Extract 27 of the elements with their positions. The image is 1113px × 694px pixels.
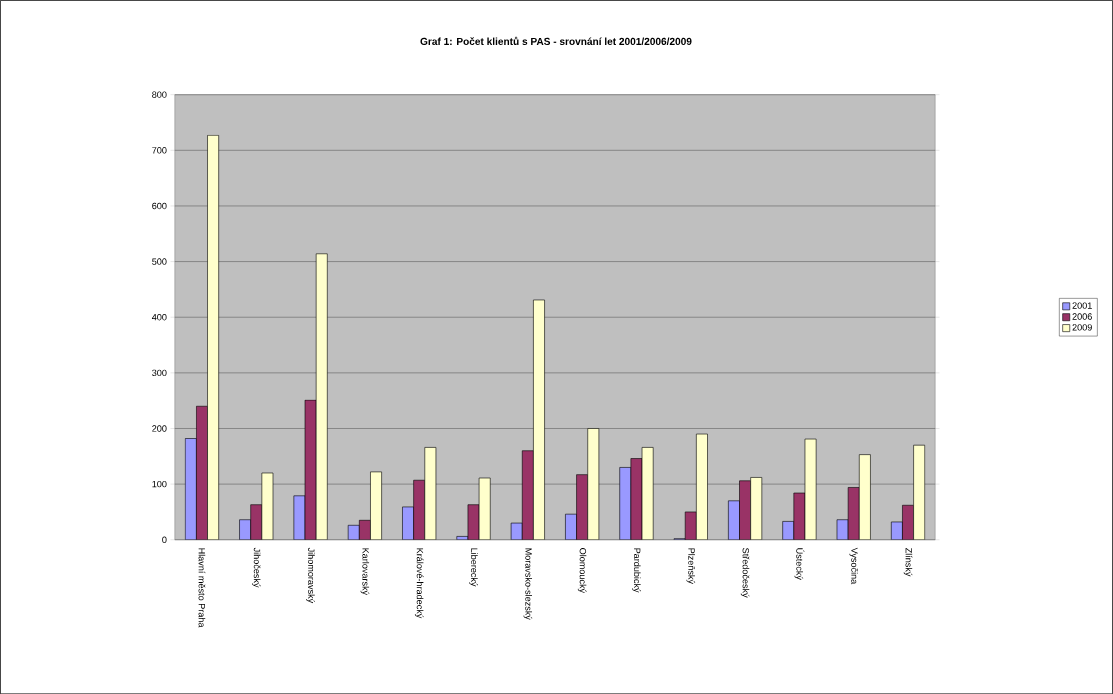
- x-tick-label: Olomoucký: [577, 547, 587, 593]
- y-tick-label: 300: [152, 369, 167, 376]
- y-tick-label: 600: [152, 202, 167, 210]
- x-tick-label: Středočeský: [740, 547, 750, 598]
- legend-label: 2009: [1072, 324, 1092, 331]
- y-tick-label: 100: [152, 480, 167, 488]
- y-tick-label: 500: [152, 258, 167, 265]
- x-tick-label: Moravsko-slezský: [523, 548, 533, 620]
- y-tick-label: 0: [162, 536, 167, 543]
- x-tick-label: Plzeňský: [686, 548, 696, 584]
- y-tick-label: 800: [152, 91, 167, 98]
- x-tick-label: Ústecký: [794, 548, 805, 580]
- x-tick-label: Jihočeský: [251, 547, 261, 588]
- x-tick-label: Vysočina: [849, 547, 858, 585]
- legend-label: 2001: [1072, 302, 1092, 309]
- y-tick-label: 200: [152, 425, 167, 432]
- x-tick-label: Zlínský: [903, 547, 913, 577]
- legend-label: 2006: [1072, 313, 1092, 320]
- chart-title: Graf 1: Počet klientů s PAS - srovnání let 2001/2006/2009: [420, 36, 692, 45]
- x-tick-label: Karlovarský: [360, 548, 370, 595]
- y-tick-label: 700: [152, 146, 167, 154]
- x-tick-label: Jihomoravský: [306, 547, 315, 604]
- x-tick-label: Králové-hradecký: [414, 548, 424, 619]
- y-tick-label: 400: [151, 313, 167, 321]
- x-tick-label: Hlavní město Praha: [198, 548, 206, 628]
- x-tick-label: Liberecký: [469, 548, 478, 587]
- x-tick-label: Pardubický: [632, 548, 641, 593]
